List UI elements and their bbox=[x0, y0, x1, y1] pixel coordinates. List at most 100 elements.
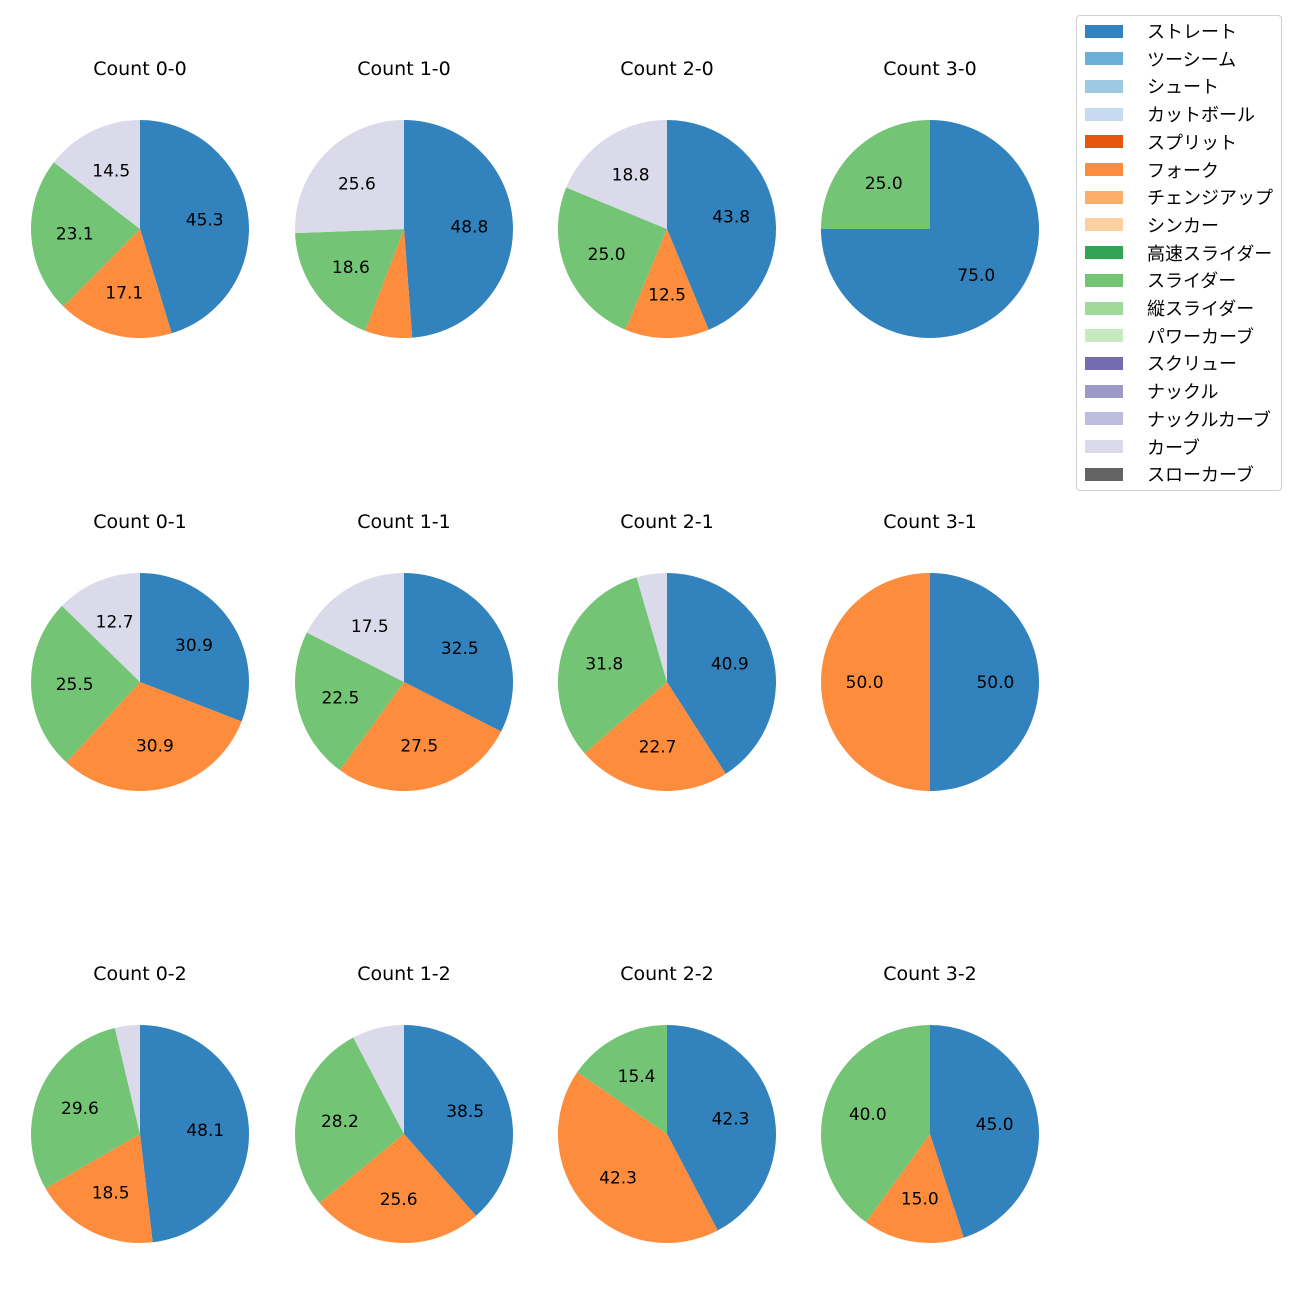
pie-slice bbox=[30, 1027, 140, 1189]
legend-item: ストレート bbox=[1085, 19, 1237, 43]
slice-label: 38.5 bbox=[446, 1102, 484, 1122]
legend-item: ツーシーム bbox=[1085, 47, 1236, 71]
legend-item: カーブ bbox=[1085, 435, 1200, 459]
pie-chart: Count 2-0 43.8 12.5 25.0 18.8 bbox=[558, 58, 776, 338]
legend-label: パワーカーブ bbox=[1147, 326, 1254, 348]
legend-swatch bbox=[1085, 329, 1123, 343]
pie-title: Count 1-0 bbox=[357, 58, 451, 80]
pie-slice bbox=[295, 229, 404, 331]
pie-slice bbox=[53, 119, 140, 229]
pie-slice bbox=[365, 229, 413, 338]
legend-swatch bbox=[1085, 135, 1123, 149]
legend-label: ストレート bbox=[1147, 22, 1237, 43]
legend-label: フォーク bbox=[1147, 160, 1219, 182]
pie-title: Count 1-2 bbox=[357, 963, 451, 985]
legend-swatch bbox=[1085, 384, 1123, 398]
legend-swatch bbox=[1085, 190, 1123, 204]
legend-item: 縦スライダー bbox=[1085, 296, 1254, 320]
pie-slice bbox=[404, 120, 513, 338]
slice-label: 22.7 bbox=[639, 738, 677, 758]
pie-chart: Count 0-1 30.9 30.9 25.5 12.7 bbox=[30, 511, 250, 791]
pie-title: Count 2-2 bbox=[620, 963, 714, 985]
legend-label: スローカーブ bbox=[1147, 465, 1254, 487]
legend-item: パワーカーブ bbox=[1085, 324, 1254, 348]
pie-title: Count 3-2 bbox=[883, 963, 977, 985]
legend-item: カットボール bbox=[1085, 102, 1255, 126]
pie-title: Count 2-0 bbox=[620, 58, 714, 80]
legend-label: シンカー bbox=[1147, 215, 1219, 237]
pie-slice bbox=[584, 682, 726, 791]
slice-label: 45.3 bbox=[186, 210, 224, 230]
legend-swatch bbox=[1085, 218, 1123, 232]
slice-label: 32.5 bbox=[441, 639, 479, 659]
legend-label: 高速スライダー bbox=[1147, 243, 1273, 265]
legend-label: チェンジアップ bbox=[1147, 188, 1273, 210]
legend-swatch bbox=[1085, 440, 1123, 453]
pie-slice bbox=[140, 120, 249, 334]
slice-label: 12.7 bbox=[96, 613, 134, 633]
legend-label: ナックル bbox=[1147, 382, 1219, 404]
slice-label: 18.5 bbox=[92, 1183, 130, 1203]
slice-label: 40.0 bbox=[849, 1105, 887, 1125]
pie-slice bbox=[140, 1025, 249, 1243]
legend-item: シュート bbox=[1085, 74, 1219, 98]
pie-slice bbox=[140, 573, 250, 722]
pie-slice bbox=[30, 162, 140, 307]
pie-slice bbox=[66, 682, 242, 791]
pie-title: Count 3-1 bbox=[883, 511, 977, 533]
slice-label: 29.6 bbox=[61, 1099, 99, 1119]
pie-chart: Count 3-2 45.0 15.0 40.0 bbox=[820, 963, 1039, 1243]
slice-label: 18.8 bbox=[612, 166, 650, 186]
pie-slice bbox=[63, 229, 172, 338]
pie-slice bbox=[353, 1025, 404, 1134]
pie-slice bbox=[339, 682, 502, 791]
legend-swatch bbox=[1085, 24, 1123, 38]
pie-slice bbox=[667, 120, 776, 330]
slice-label: 30.9 bbox=[136, 737, 174, 757]
pie-slice bbox=[577, 1025, 667, 1134]
slice-label: 48.8 bbox=[450, 218, 488, 238]
pie-slice bbox=[636, 573, 667, 682]
pie-title: Count 0-0 bbox=[93, 58, 187, 80]
pie-slice bbox=[319, 1134, 477, 1243]
legend-label: カーブ bbox=[1147, 437, 1200, 459]
legend-swatch bbox=[1085, 79, 1123, 93]
pie-chart: Count 3-1 50.0 50.0 bbox=[821, 511, 1039, 791]
slice-label: 25.6 bbox=[380, 1190, 418, 1210]
slice-label: 14.5 bbox=[92, 161, 130, 181]
slice-label: 25.0 bbox=[588, 245, 626, 265]
pie-slice bbox=[930, 573, 1039, 791]
pie-title: Count 0-1 bbox=[93, 511, 187, 533]
legend-label: カットボール bbox=[1147, 105, 1255, 127]
slice-label: 25.6 bbox=[338, 175, 376, 195]
legend: ストレート ツーシーム シュート カットボール スプリット フォーク チェンジアップ シンカー… bbox=[1076, 15, 1282, 491]
slice-label: 17.5 bbox=[351, 617, 389, 637]
slice-label: 40.9 bbox=[711, 655, 749, 675]
pie-chart: Count 3-0 75.0 25.0 bbox=[821, 58, 1039, 338]
pie-slice bbox=[45, 1134, 153, 1243]
slice-label: 42.3 bbox=[712, 1109, 750, 1129]
slice-label: 18.6 bbox=[332, 258, 370, 278]
pie-slice bbox=[61, 573, 141, 682]
legend-item: 高速スライダー bbox=[1085, 241, 1272, 265]
pie-slice bbox=[558, 1072, 718, 1243]
legend-item: ナックル bbox=[1085, 379, 1218, 403]
pie-chart: Count 1-0 48.8 18.6 25.6 bbox=[295, 58, 513, 338]
legend-swatch bbox=[1085, 107, 1123, 121]
legend-item: ナックルカーブ bbox=[1085, 407, 1271, 431]
pie-slice bbox=[404, 1025, 513, 1216]
legend-label: スクリュー bbox=[1147, 354, 1237, 376]
slice-label: 27.5 bbox=[400, 737, 438, 757]
pie-slice bbox=[821, 120, 930, 229]
legend-label: スライダー bbox=[1147, 271, 1237, 293]
legend-swatch bbox=[1085, 246, 1123, 260]
pie-chart: Count 1-1 32.5 27.5 22.5 17.5 bbox=[294, 511, 513, 791]
pie-slice bbox=[404, 572, 513, 732]
pie-chart: Count 2-1 40.9 22.7 31.8 bbox=[558, 511, 776, 791]
legend-item: スライダー bbox=[1085, 268, 1236, 292]
pie-slice bbox=[667, 1025, 776, 1231]
legend-label: シュート bbox=[1147, 77, 1219, 99]
pie-title: Count 0-2 bbox=[93, 963, 187, 985]
pie-slice bbox=[30, 605, 140, 763]
